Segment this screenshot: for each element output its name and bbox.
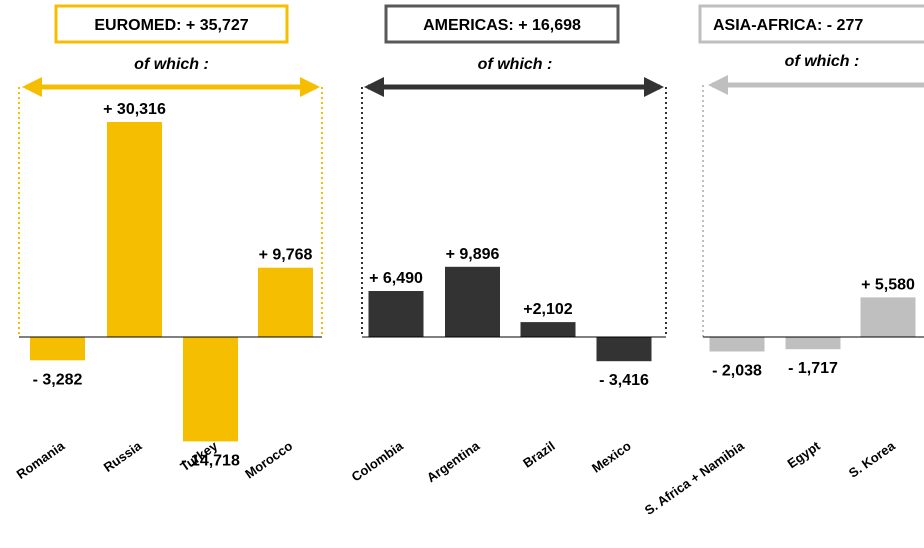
bar-colombia	[368, 291, 424, 337]
category-label-morocco: Morocco	[242, 438, 295, 481]
value-label-brazil: +2,102	[523, 301, 572, 318]
category-label-s-korea: S. Korea	[846, 438, 898, 481]
category-label-romania: Romania	[14, 438, 68, 482]
value-label-s-korea: + 5,580	[861, 276, 915, 293]
value-label-morocco: + 9,768	[259, 247, 313, 264]
euromed-title-box	[54, 4, 289, 44]
panel-asia-africa: ASIA-AFRICA: - 277 of which : - 2,038 S. …	[642, 4, 924, 518]
panel-euromed: EUROMED: + 35,727 of which : - 3,282 Roma…	[14, 4, 323, 482]
value-label-argentina: + 9,896	[446, 246, 500, 263]
asia-africa-bars: - 2,038 S. Africa + Namibia - 1,717 Egypt + …	[642, 276, 916, 518]
asia-africa-subtitle: of which :	[785, 53, 860, 70]
bar-turkey	[183, 337, 238, 442]
value-label-russia: + 30,316	[103, 101, 166, 118]
asia-africa-title-box	[698, 4, 924, 44]
americas-title-box	[384, 4, 620, 44]
bar-morocco	[258, 267, 313, 337]
value-label-romania: - 3,282	[33, 371, 83, 388]
euromed-title: EUROMED: + 35,727	[94, 17, 248, 34]
asia-africa-title: ASIA-AFRICA: - 277	[713, 17, 863, 34]
category-label-brazil: Brazil	[520, 438, 558, 471]
americas-bars: + 6,490 Colombia + 9,896 Argentina +2,102 Bra…	[349, 246, 652, 485]
bar-romania	[30, 337, 85, 361]
category-label-argentina: Argentina	[424, 438, 483, 486]
americas-subtitle: of which :	[478, 56, 553, 73]
euromed-subtitle: of which :	[134, 56, 209, 73]
panel-americas: AMERICAS: + 16,698 of which : + 6,490 Col…	[349, 4, 667, 485]
category-label-egypt: Egypt	[785, 438, 824, 471]
category-label-russia: Russia	[101, 438, 145, 475]
bar-s-africa-namibia	[709, 337, 765, 352]
value-label-s-africa-namibia: - 2,038	[712, 363, 762, 380]
value-label-mexico: - 3,416	[599, 372, 649, 389]
bar-brazil	[520, 322, 576, 337]
bar-s-korea	[860, 297, 916, 337]
value-label-turkey: - 14,718	[181, 452, 240, 469]
americas-title: AMERICAS: + 16,698	[423, 17, 581, 34]
category-label-colombia: Colombia	[349, 438, 407, 485]
value-label-egypt: - 1,717	[788, 360, 838, 377]
category-label-mexico: Mexico	[589, 438, 634, 476]
bar-russia	[107, 122, 162, 337]
bar-argentina	[445, 266, 500, 337]
bar-mexico	[596, 337, 652, 362]
category-label-s-africa-namibia: S. Africa + Namibia	[642, 438, 748, 518]
bar-egypt	[785, 337, 841, 350]
value-label-colombia: + 6,490	[369, 270, 423, 287]
